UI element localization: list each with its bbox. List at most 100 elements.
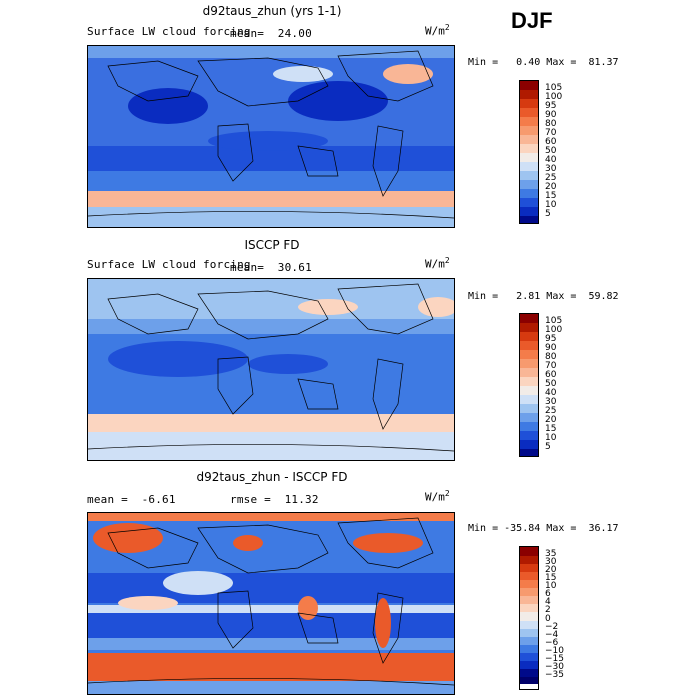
panel3-colorbar-swatch [520, 604, 538, 612]
season-label: DJF [511, 8, 553, 33]
panel3-colorbar-swatch [520, 564, 538, 572]
panel3-colorbar-label: −6 [545, 638, 559, 648]
panel3-colorbar-label: 20 [545, 565, 557, 575]
panel3-colorbar-swatch [520, 547, 538, 556]
panel3-colorbar-swatch [520, 661, 538, 669]
panel2-min-value: 2.81 [516, 291, 541, 302]
panel3-max-label: Max = [546, 523, 577, 534]
panel2-colorbar-swatch [520, 341, 538, 350]
panel3-mean-value: -6.61 [141, 493, 176, 506]
panel2-colorbar-swatch [520, 386, 538, 395]
panel1-colorbar-swatch [520, 144, 538, 153]
panel2-colorbar-label: 10 [545, 433, 557, 443]
panel2-colorbar-label: 20 [545, 415, 557, 425]
panel1-colorbar-swatch [520, 216, 538, 223]
panel1-colorbar-label: 105 [545, 83, 563, 93]
panel2-colorbar-label: 90 [545, 343, 557, 353]
panel2-colorbar-swatch [520, 395, 538, 404]
panel3-colorbar-label: −4 [545, 630, 559, 640]
panel1-colorbar-swatch [520, 153, 538, 162]
panel3-colorbar-swatch [520, 612, 538, 621]
panel3-colorbar-label: 35 [545, 549, 557, 559]
panel3-map [87, 512, 455, 695]
panel3-colorbar-swatch [520, 621, 538, 629]
panel2-units-label: W/m [425, 257, 445, 271]
panel1-colorbar-label: 25 [545, 173, 557, 183]
panel1-units: W/m2 [425, 23, 450, 38]
panel2-colorbar-label: 25 [545, 406, 557, 416]
panel3-max-value: 36.17 [588, 523, 619, 534]
panel3-colorbar-label: 2 [545, 605, 551, 615]
panel3-colorbar-label: −15 [545, 654, 564, 664]
panel1-colorbar-label: 20 [545, 182, 557, 192]
panel1-colorbar-label: 60 [545, 137, 557, 147]
panel2-mean: mean= 30.61 [230, 261, 312, 274]
panel1-min-value: 0.40 [516, 57, 541, 68]
panel3-colorbar-label: −10 [545, 646, 564, 656]
panel2-colorbar-label: 50 [545, 379, 557, 389]
panel1-colorbar-swatch [520, 135, 538, 144]
panel2-minmax: Min = 2.81 Max = 59.82 [468, 291, 619, 302]
panel2-colorbar-swatch [520, 314, 538, 323]
panel1-colorbar-swatch [520, 207, 538, 216]
panel2-title: ISCCP FD [244, 238, 300, 252]
panel1-colorbar-label: 15 [545, 191, 557, 201]
panel2-units: W/m2 [425, 256, 450, 271]
panel3-colorbar-swatch [520, 588, 538, 596]
panel3-colorbar-label: 10 [545, 581, 557, 591]
panel1-colorbar-swatch [520, 99, 538, 108]
panel2-colorbar [519, 313, 539, 457]
panel2-subtitle: Surface LW cloud forcing [87, 258, 251, 271]
panel1-colorbar-label: 30 [545, 164, 557, 174]
panel2-colorbar-label: 60 [545, 370, 557, 380]
panel3-colorbar-swatch [520, 572, 538, 580]
panel1-map-svg [88, 46, 454, 227]
panel2-colorbar-swatch [520, 431, 538, 440]
panel2-colorbar-label: 105 [545, 316, 563, 326]
panel1-map [87, 45, 455, 228]
panel1-colorbar-label: 70 [545, 128, 557, 138]
panel2-colorbar-label: 95 [545, 334, 557, 344]
panel2-min-label: Min = [468, 291, 499, 302]
panel1-colorbar [519, 80, 539, 224]
panel1-title: d92taus_zhun (yrs 1-1) [202, 4, 342, 18]
panel3-colorbar-swatch [520, 596, 538, 604]
panel3-units-label: W/m [425, 490, 445, 504]
panel3-min-value: -35.84 [504, 523, 541, 534]
panel1-min-label: Min = [468, 57, 499, 68]
panel1-colorbar-swatch [520, 162, 538, 171]
panel1-colorbar-swatch [520, 189, 538, 198]
panel1-colorbar-swatch [520, 180, 538, 189]
panel2-colorbar-label: 30 [545, 397, 557, 407]
panel2-mean-label: mean= [230, 261, 265, 274]
panel3-minmax: Min = -35.84 Max = 36.17 [468, 523, 619, 534]
panel1-colorbar-label: 5 [545, 209, 551, 219]
panel3-mean-label: mean = [87, 493, 128, 506]
panel1-colorbar-label: 90 [545, 110, 557, 120]
panel2-mean-value: 30.61 [277, 261, 312, 274]
panel3-colorbar-label: 0 [545, 614, 551, 624]
panel3-rmse: rmse = 11.32 [230, 493, 319, 506]
panel2-colorbar-swatch [520, 422, 538, 431]
panel3-units-sup: 2 [444, 489, 450, 498]
panel2-max-value: 59.82 [588, 291, 619, 302]
panel3-colorbar-label: 4 [545, 597, 551, 607]
panel2-colorbar-label: 80 [545, 352, 557, 362]
panel3-colorbar-label: 15 [545, 573, 557, 583]
panel2-colorbar-swatch [520, 377, 538, 386]
panel3-title: d92taus_zhun - ISCCP FD [196, 470, 348, 484]
panel1-units-label: W/m [425, 24, 445, 38]
panel1-minmax: Min = 0.40 Max = 81.37 [468, 57, 619, 68]
panel2-colorbar-label: 100 [545, 325, 563, 335]
panel1-colorbar-swatch [520, 126, 538, 135]
panel3-colorbar-label: −30 [545, 662, 564, 672]
panel1-max-value: 81.37 [588, 57, 619, 68]
panel3-map-svg [88, 513, 454, 694]
panel3-colorbar-swatch [520, 669, 538, 677]
panel3-colorbar-swatch [520, 580, 538, 588]
panel1-colorbar-label: 80 [545, 119, 557, 129]
panel1-colorbar-label: 100 [545, 92, 563, 102]
panel1-colorbar-swatch [520, 81, 538, 90]
panel3-colorbar-label: −2 [545, 622, 559, 632]
panel1-colorbar-swatch [520, 108, 538, 117]
